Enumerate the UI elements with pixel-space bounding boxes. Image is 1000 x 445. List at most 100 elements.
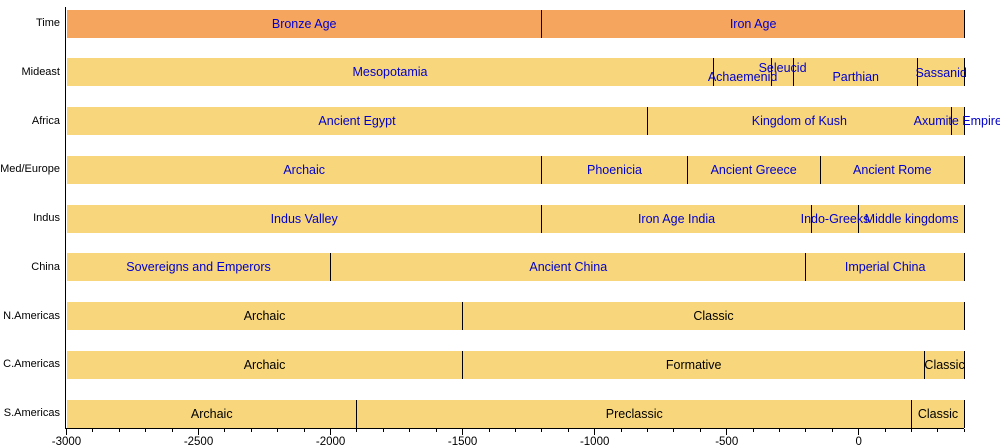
row-label-time: Time	[35, 17, 60, 29]
axis-minor-tick	[250, 428, 252, 432]
row-label-c-americas: C.Americas	[3, 358, 60, 371]
axis-tick-label: -2000	[315, 436, 346, 445]
segment-label: Indo-Greeks	[800, 211, 870, 226]
axis-minor-tick	[699, 428, 701, 432]
segment-divider	[686, 155, 688, 184]
segment-divider	[805, 253, 807, 282]
axis-tick-label: -500	[715, 436, 739, 445]
row-label-indus: Indus	[33, 212, 60, 224]
segment-divider	[646, 107, 648, 135]
axis-minor-tick	[831, 428, 833, 432]
segment-label: Classic	[924, 357, 965, 372]
segment-label: Ancient China	[529, 260, 608, 275]
bar-row-s-americas	[66, 399, 965, 428]
segment-divider	[330, 253, 332, 282]
axis-minor-tick	[937, 428, 939, 432]
segment-label: Archaic	[243, 309, 286, 323]
axis-tick-label: -3000	[51, 436, 82, 445]
axis-minor-tick	[145, 428, 147, 432]
segment-label: Middle kingdoms	[864, 211, 959, 226]
segment-label: Ancient Greece	[710, 162, 797, 177]
axis-tick-label: -1000	[579, 436, 610, 445]
segment-label: Seleucid	[758, 61, 807, 76]
axis-minor-tick	[541, 428, 543, 432]
segment-label: Ancient Egypt	[318, 114, 396, 128]
bar-end-line	[963, 204, 965, 233]
axis-minor-tick	[409, 428, 411, 432]
segment-label: Mesopotamia	[352, 65, 428, 80]
bar-end-line	[963, 399, 965, 428]
axis-minor-tick	[435, 428, 437, 432]
bar-row-c-americas	[66, 350, 965, 379]
segment-label: Iron Age	[729, 16, 777, 31]
segment-label: Phoenicia	[587, 162, 642, 177]
axis-minor-tick	[488, 428, 490, 432]
axis-minor-tick	[382, 428, 384, 432]
axis-tick-label: -1500	[447, 436, 478, 445]
axis-minor-tick	[277, 428, 279, 432]
axis-major-tick	[858, 428, 860, 435]
segment-label: Indus Valley	[270, 211, 338, 226]
axis-minor-tick	[620, 428, 622, 432]
row-label-med-europe: Med/Europe	[0, 163, 60, 176]
bar-row-mideast	[66, 58, 965, 87]
segment-divider	[771, 58, 773, 87]
segment-divider	[858, 204, 860, 233]
segment-divider	[713, 58, 715, 87]
axis-minor-tick	[646, 428, 648, 432]
segment-divider	[793, 58, 795, 87]
axis-minor-tick	[884, 428, 886, 432]
bar-end-line	[963, 253, 965, 282]
segment-label: Classic	[917, 406, 959, 421]
axis-minor-tick	[805, 428, 807, 432]
segment-label: Achaemenid	[707, 70, 778, 85]
segment-divider	[462, 302, 464, 330]
bar-row-med-europe	[66, 155, 965, 184]
axis-major-tick	[330, 428, 332, 435]
segment-divider	[541, 155, 543, 184]
segment-label: Archaic	[283, 162, 326, 177]
axis-minor-tick	[303, 428, 305, 432]
row-label-mideast: Mideast	[21, 65, 60, 78]
segment-divider	[924, 350, 926, 379]
segment-divider	[911, 399, 913, 428]
segment-label: Bronze Age	[271, 16, 337, 31]
y-axis-line	[64, 7, 67, 428]
segment-label: Ancient Rome	[853, 162, 932, 177]
axis-tick-label: -2500	[183, 436, 214, 445]
axis-major-tick	[462, 428, 464, 435]
axis-minor-tick	[92, 428, 94, 432]
segment-divider	[541, 9, 543, 38]
segment-divider	[917, 58, 919, 87]
bar-row-indus	[66, 204, 965, 233]
bar-row-china	[66, 253, 965, 282]
axis-minor-tick	[356, 428, 358, 432]
segment-divider	[356, 399, 358, 428]
axis-minor-tick	[224, 428, 226, 432]
segment-divider	[950, 107, 952, 135]
segment-label: Sovereigns and Emperors	[126, 260, 271, 275]
segment-label: Archaic	[243, 357, 286, 372]
axis-minor-tick	[963, 428, 965, 432]
bar-end-line	[963, 107, 965, 135]
segment-divider	[810, 204, 812, 233]
axis-minor-tick	[567, 428, 569, 432]
segment-label: Parthian	[832, 70, 879, 85]
axis-minor-tick	[673, 428, 675, 432]
segment-label: Archaic	[190, 406, 233, 421]
segment-divider	[541, 204, 543, 233]
bar-row-time	[66, 9, 965, 38]
segment-label: Sassanid	[915, 66, 967, 81]
axis-minor-tick	[514, 428, 516, 432]
bar-end-line	[963, 58, 965, 87]
row-label-n-americas: N.Americas	[3, 309, 60, 322]
segment-label: Imperial China	[844, 260, 926, 275]
axis-minor-tick	[752, 428, 754, 432]
row-label-africa: Africa	[31, 114, 60, 127]
row-label-china: China	[31, 260, 60, 273]
segment-label: Iron Age India	[637, 211, 716, 226]
bar-end-line	[963, 302, 965, 330]
segment-label: Kingdom of Kush	[751, 114, 847, 128]
bar-row-n-americas	[66, 302, 965, 330]
bar-end-line	[963, 350, 965, 379]
